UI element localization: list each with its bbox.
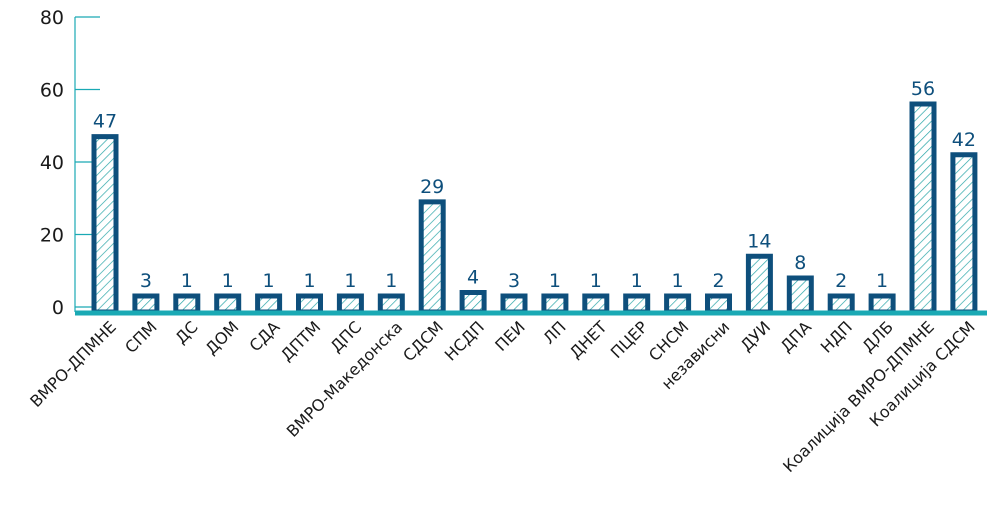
data-label: 14: [747, 230, 771, 252]
bar: [909, 101, 937, 315]
data-label: 2: [835, 270, 847, 292]
data-label: 1: [303, 270, 315, 292]
bar: [868, 293, 896, 315]
data-label: 2: [712, 270, 724, 292]
y-tick-label: 0: [52, 297, 64, 319]
bar: [132, 293, 160, 315]
data-label: 42: [952, 129, 976, 151]
bar: [173, 293, 201, 315]
bar: [745, 253, 773, 315]
data-label: 1: [590, 270, 602, 292]
bar: [296, 293, 323, 315]
category-label: ЛП: [539, 317, 569, 347]
category-label: НСДП: [441, 317, 488, 364]
data-label: 3: [140, 270, 152, 292]
y-tick-label: 40: [40, 152, 64, 174]
bar: [214, 293, 242, 315]
data-label: 1: [263, 270, 275, 292]
data-label: 56: [911, 78, 935, 100]
data-label: 3: [508, 270, 520, 292]
bar: [623, 293, 651, 315]
bar: [664, 293, 692, 315]
bar: [705, 293, 732, 315]
data-label: 1: [344, 270, 356, 292]
y-tick-label: 80: [40, 7, 64, 29]
category-label: ДУИ: [737, 317, 775, 355]
category-label: ПЕИ: [491, 317, 529, 355]
bar: [255, 293, 283, 315]
category-label: СДСМ: [399, 317, 447, 365]
data-labels: 47 3 1 1 1 1 1 1 29 4 3 1 1 1 1 2 14 8 2 1 56 42: [93, 78, 976, 292]
bar: [827, 293, 855, 315]
bar: [950, 152, 978, 315]
category-label: ДНЕТ: [566, 317, 611, 362]
data-label: 1: [672, 270, 684, 292]
bar: [91, 134, 119, 315]
y-tick-label: 20: [40, 225, 64, 247]
data-label: 1: [631, 270, 643, 292]
data-label: 1: [549, 270, 561, 292]
data-label: 1: [876, 270, 888, 292]
data-label: 1: [181, 270, 193, 292]
category-label: ПЦЕР: [607, 317, 652, 362]
y-tick-label: 60: [40, 80, 64, 102]
data-label: 1: [222, 270, 234, 292]
bar: [500, 293, 528, 315]
bar: [582, 293, 610, 315]
data-label: 1: [385, 270, 397, 292]
data-label: 29: [420, 176, 444, 198]
bar: [541, 293, 569, 315]
y-axis-ticks: 0 20 40 60 80: [40, 7, 100, 319]
category-label: ДОМ: [202, 317, 243, 358]
bar: [377, 293, 405, 315]
category-label: ДПА: [777, 317, 816, 356]
bar: [336, 293, 364, 315]
category-label: ДС: [171, 317, 201, 347]
data-label: 4: [467, 267, 479, 289]
category-label: ДПТМ: [277, 317, 324, 364]
bar: [459, 290, 487, 315]
data-label: 47: [93, 111, 117, 133]
bar: [418, 199, 446, 315]
category-label: ВМРО-ДПМНЕ: [26, 317, 120, 411]
bar: [786, 275, 814, 315]
category-label: СПМ: [121, 317, 161, 357]
category-label: НДП: [817, 317, 856, 356]
data-label: 8: [794, 252, 806, 274]
